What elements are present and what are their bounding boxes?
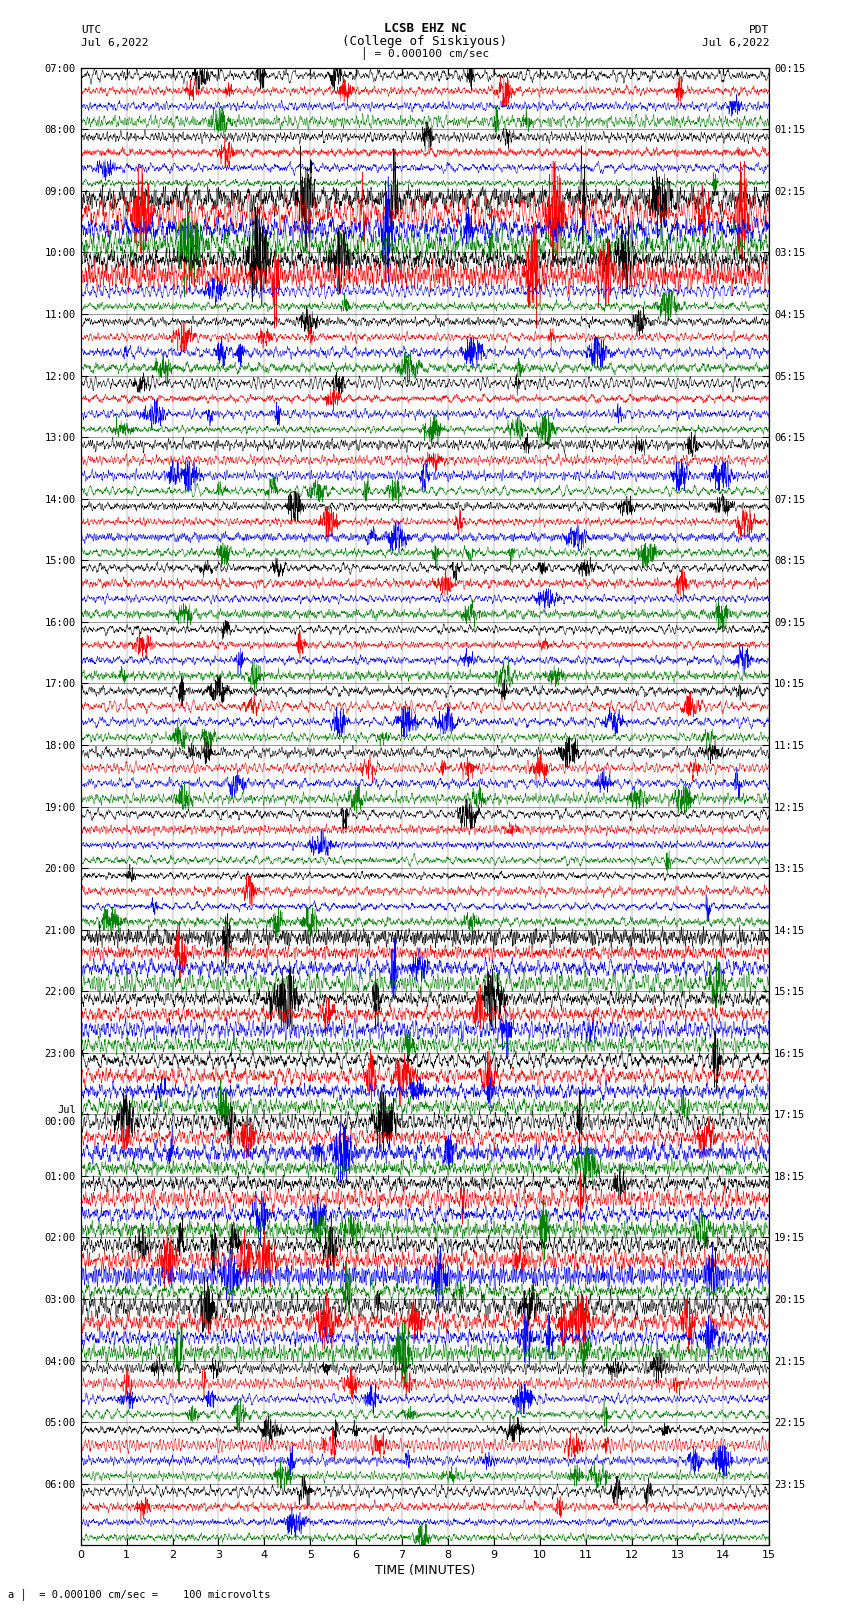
Text: │ = 0.000100 cm/sec: │ = 0.000100 cm/sec: [361, 47, 489, 60]
Text: Jul 6,2022: Jul 6,2022: [702, 39, 769, 48]
X-axis label: TIME (MINUTES): TIME (MINUTES): [375, 1565, 475, 1578]
Text: a │  = 0.000100 cm/sec =    100 microvolts: a │ = 0.000100 cm/sec = 100 microvolts: [8, 1589, 271, 1600]
Text: PDT: PDT: [749, 24, 769, 35]
Text: Jul 6,2022: Jul 6,2022: [81, 39, 148, 48]
Text: LCSB EHZ NC: LCSB EHZ NC: [383, 21, 467, 35]
Text: UTC: UTC: [81, 24, 101, 35]
Text: (College of Siskiyous): (College of Siskiyous): [343, 35, 507, 48]
